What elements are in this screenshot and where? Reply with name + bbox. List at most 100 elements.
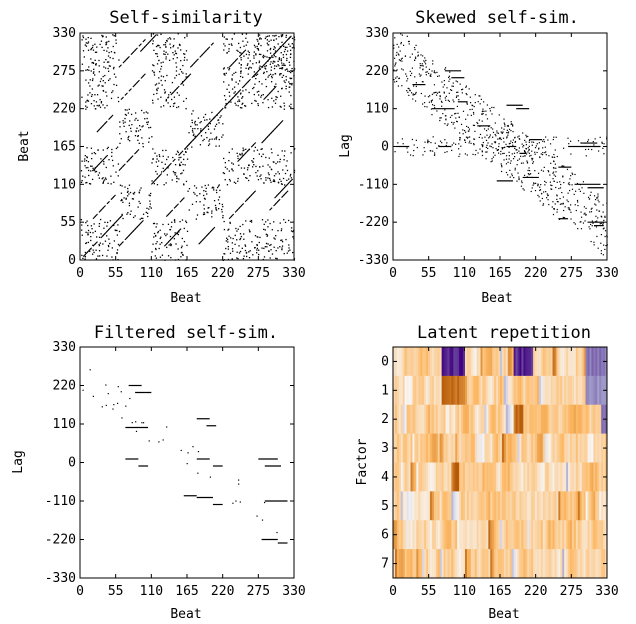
lag-point bbox=[413, 59, 416, 61]
recurrence-point bbox=[289, 64, 291, 66]
lag-point bbox=[520, 155, 522, 157]
lag-point bbox=[501, 132, 503, 134]
recurrence-point bbox=[194, 122, 196, 124]
lag-point bbox=[487, 142, 489, 144]
recurrence-point bbox=[289, 83, 291, 85]
lag-point bbox=[192, 446, 194, 448]
recurrence-point bbox=[84, 258, 86, 260]
recurrence-point bbox=[257, 49, 260, 51]
heatmap-cell bbox=[554, 375, 557, 406]
recurrence-point bbox=[147, 215, 149, 218]
heatmap-cell bbox=[424, 433, 427, 463]
recurrence-point bbox=[149, 126, 152, 129]
lag-point bbox=[438, 75, 440, 77]
recurrence-point bbox=[234, 102, 236, 104]
recurrence-point bbox=[111, 247, 113, 249]
recurrence-point bbox=[203, 213, 206, 215]
recurrence-point bbox=[264, 246, 266, 248]
lag-point bbox=[529, 173, 531, 175]
recurrence-point bbox=[106, 225, 108, 227]
heatmap-cell bbox=[404, 433, 408, 463]
recurrence-point bbox=[137, 139, 139, 141]
recurrence-point bbox=[87, 224, 89, 227]
recurrence-point bbox=[129, 213, 131, 215]
recurrence-segment bbox=[210, 42, 215, 46]
lag-point bbox=[590, 240, 592, 243]
recurrence-point bbox=[178, 178, 180, 180]
lag-point bbox=[550, 188, 552, 190]
heatmap-cell bbox=[513, 520, 516, 550]
recurrence-point bbox=[81, 160, 83, 162]
recurrence-point bbox=[251, 241, 253, 243]
lag-point bbox=[583, 206, 586, 208]
heatmap-cell bbox=[566, 491, 569, 521]
lag-point bbox=[148, 440, 150, 442]
lag-point bbox=[567, 207, 569, 209]
y-tick-label: 55 bbox=[60, 215, 76, 230]
lag-point bbox=[438, 145, 440, 147]
recurrence-point bbox=[283, 63, 285, 65]
lag-point bbox=[556, 198, 558, 201]
recurrence-point bbox=[152, 64, 154, 66]
heatmap-cell bbox=[466, 462, 470, 492]
recurrence-point bbox=[226, 237, 228, 239]
x-tick-label: 275 bbox=[247, 584, 270, 599]
heatmap-cell bbox=[424, 404, 427, 435]
recurrence-point bbox=[117, 100, 120, 103]
y-tick-label: 5 bbox=[381, 499, 389, 514]
lag-point bbox=[504, 123, 506, 125]
recurrence-point bbox=[153, 74, 156, 76]
lag-point bbox=[455, 112, 457, 115]
lag-point bbox=[538, 148, 540, 150]
heatmap-cell bbox=[501, 347, 505, 377]
heatmap-cell bbox=[533, 433, 536, 463]
lag-point bbox=[512, 158, 515, 160]
lag-point bbox=[564, 206, 566, 208]
recurrence-point bbox=[121, 198, 123, 201]
recurrence-point bbox=[261, 66, 264, 68]
heatmap-cell bbox=[426, 462, 429, 492]
recurrence-segment bbox=[119, 214, 124, 218]
lag-point bbox=[507, 132, 509, 134]
lag-point bbox=[401, 68, 403, 70]
recurrence-point bbox=[280, 34, 282, 36]
recurrence-point bbox=[97, 149, 99, 151]
heatmap-cell bbox=[585, 375, 588, 406]
recurrence-point bbox=[241, 247, 243, 250]
lag-point bbox=[532, 141, 535, 143]
heatmap-cell bbox=[437, 462, 441, 492]
recurrence-point bbox=[239, 250, 242, 253]
heatmap-cell bbox=[445, 404, 448, 435]
recurrence-point bbox=[260, 66, 263, 68]
recurrence-point bbox=[101, 46, 103, 49]
heatmap-cell bbox=[546, 549, 550, 579]
heatmap-cell bbox=[527, 375, 530, 406]
heatmap-cell bbox=[560, 549, 563, 579]
recurrence-point bbox=[286, 46, 288, 49]
lag-point bbox=[501, 148, 503, 150]
lag-point bbox=[420, 74, 422, 76]
recurrence-point bbox=[239, 154, 242, 156]
recurrence-point bbox=[211, 212, 213, 214]
lag-point bbox=[563, 181, 565, 184]
lag-point bbox=[550, 184, 552, 186]
recurrence-point bbox=[290, 71, 292, 74]
recurrence-point bbox=[246, 177, 248, 179]
lag-point bbox=[514, 141, 516, 143]
heatmap-cell bbox=[571, 347, 575, 377]
recurrence-point bbox=[288, 247, 290, 249]
lag-point bbox=[465, 131, 467, 133]
heatmap-cell bbox=[601, 375, 604, 406]
recurrence-point bbox=[107, 70, 110, 72]
heatmap-cell bbox=[570, 491, 573, 521]
lag-point bbox=[528, 145, 530, 147]
recurrence-point bbox=[95, 249, 97, 251]
recurrence-point bbox=[283, 155, 286, 157]
heatmap-cell bbox=[575, 549, 579, 579]
heatmap-cell bbox=[515, 491, 518, 521]
lag-point bbox=[542, 151, 544, 154]
heatmap-cell bbox=[597, 375, 600, 406]
recurrence-point bbox=[155, 52, 157, 55]
recurrence-segment bbox=[136, 79, 140, 84]
heatmap-cell bbox=[428, 462, 431, 492]
